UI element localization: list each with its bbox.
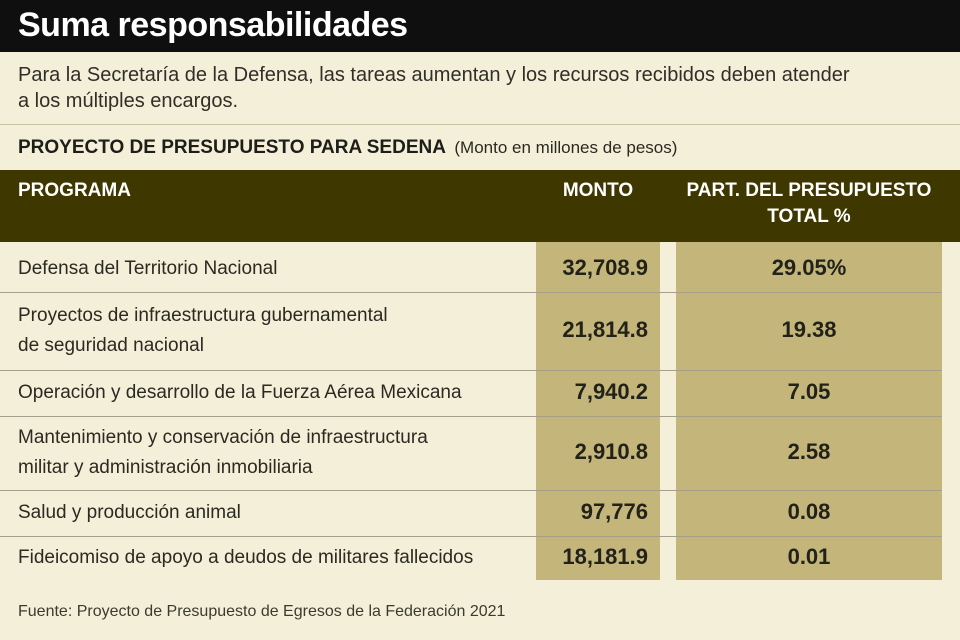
cell-part: 0.08 — [787, 499, 831, 524]
cell-monto: 7,940.2 — [574, 379, 648, 404]
column-header-monto-line: MONTO — [562, 180, 634, 201]
cell-monto: 2,910.8 — [574, 439, 648, 464]
source-note: Fuente: Proyecto de Presupuesto de Egres… — [18, 603, 506, 620]
row-divider — [0, 292, 942, 293]
cell-monto: 32,708.9 — [562, 255, 648, 280]
row-divider — [0, 416, 942, 417]
section-separator — [0, 124, 960, 125]
column-header-part-line-2: TOTAL % — [767, 206, 851, 227]
cell-monto: 97,776 — [580, 499, 648, 524]
subtitle-line-1: Para la Secretaría de la Defensa, las ta… — [18, 64, 850, 86]
column-header-part-line-1: PART. DEL PRESUPUESTO — [686, 180, 932, 201]
cell-programa: Salud y producción animal — [18, 498, 241, 528]
subtitle-line-2: a los múltiples encargos. — [18, 90, 239, 112]
cell-monto: 21,814.8 — [562, 317, 648, 342]
table-header-band — [0, 170, 960, 242]
cell-part: 19.38 — [781, 317, 837, 342]
cell-part: 29.05% — [771, 255, 847, 280]
cell-part: 0.01 — [787, 544, 831, 569]
cell-programa: Mantenimiento y conservación de infraest… — [18, 423, 428, 483]
cell-programa-line: Operación y desarrollo de la Fuerza Aére… — [18, 382, 462, 403]
row-divider — [0, 536, 942, 537]
cell-programa: Proyectos de infraestructura gubernament… — [18, 301, 388, 361]
cell-programa: Defensa del Territorio Nacional — [18, 254, 277, 284]
row-divider — [0, 370, 942, 371]
row-divider — [0, 490, 942, 491]
title-bar — [0, 0, 960, 52]
cell-part: 7.05 — [787, 379, 831, 404]
cell-monto: 18,181.9 — [562, 544, 648, 569]
cell-programa-line: Defensa del Territorio Nacional — [18, 258, 278, 279]
column-header-programa-line: PROGRAMA — [18, 180, 131, 201]
column-header-monto: MONTO — [536, 178, 660, 204]
monto-column-background — [536, 242, 660, 580]
cell-programa: Operación y desarrollo de la Fuerza Aére… — [18, 378, 462, 408]
cell-programa-line: Proyectos de infraestructura gubernament… — [18, 305, 388, 326]
cell-part: 2.58 — [787, 439, 831, 464]
subtitle: Para la Secretaría de la Defensa, las ta… — [18, 62, 938, 114]
column-header-part: PART. DEL PRESUPUESTO TOTAL % — [676, 178, 942, 230]
cell-programa: Fideicomiso de apoyo a deudos de militar… — [18, 543, 473, 573]
part-column-background — [676, 242, 942, 580]
column-header-programa: PROGRAMA — [18, 178, 131, 204]
cell-programa-line: Mantenimiento y conservación de infraest… — [18, 427, 428, 448]
cell-programa-line: Salud y producción animal — [18, 502, 241, 523]
page-title: Suma responsabilidades — [18, 6, 408, 44]
cell-programa-line: de seguridad nacional — [18, 335, 204, 356]
table-heading: PROYECTO DE PRESUPUESTO PARA SEDENA (Mon… — [18, 137, 677, 159]
table-unit: (Monto en millones de pesos) — [454, 138, 678, 157]
cell-programa-line: militar y administración inmobiliaria — [18, 457, 313, 478]
cell-programa-line: Fideicomiso de apoyo a deudos de militar… — [18, 547, 474, 568]
table-title: PROYECTO DE PRESUPUESTO PARA SEDENA — [18, 137, 446, 158]
